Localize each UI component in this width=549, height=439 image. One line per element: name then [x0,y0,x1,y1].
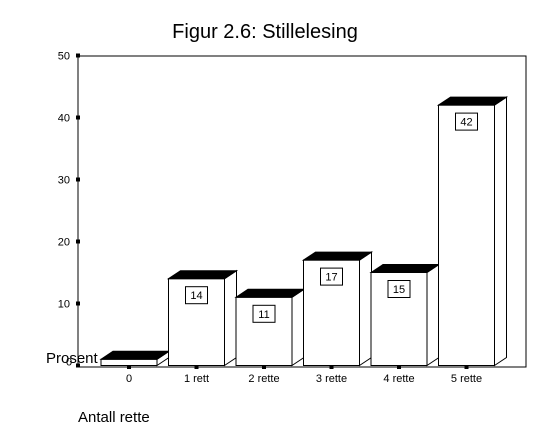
bar [436,96,509,367]
data-label-box [387,280,411,298]
bar [369,263,441,367]
data-label-box [320,267,343,286]
data-label-text: 42 [460,117,472,129]
bar-top [301,251,374,261]
y-tick-mark [76,177,80,182]
data-label: 14 [185,286,208,305]
x-tick-label: 3 rette [316,373,347,385]
bar-side [426,263,440,367]
data-label: 17 [320,267,343,286]
bar-side [224,269,237,367]
y-tick-label: 10 [58,299,70,311]
bar-top [99,350,171,360]
x-axis: 0 1 rett 2 rette 3 rette 4 rette 5 rette [126,365,482,385]
data-label-box [252,304,276,323]
y-tick-label: 50 [58,51,70,63]
y-tick-mark [76,363,80,368]
x-tick-label: 0 [126,373,132,385]
bar-side [359,251,372,367]
data-label-text: 17 [325,272,337,284]
data-label-text: 15 [393,284,405,296]
data-label-box [455,112,478,131]
bar-top [436,96,509,106]
y-tick-label: 20 [58,237,70,249]
x-tick-label: 2 rette [248,373,279,385]
y-tick-label: 40 [58,113,70,125]
x-tick-mark [194,365,199,369]
data-label: 42 [455,112,478,131]
bar-top [166,270,239,280]
bar-top [369,264,441,273]
data-label-text: 11 [258,309,269,321]
y-tick-label: 30 [58,175,70,187]
data-label-text: 14 [190,290,202,302]
y-tick-label: 0 [66,357,72,369]
x-tick-mark [464,365,469,369]
y-tick-mark [76,53,80,58]
bar-front [100,358,158,366]
bar [99,350,171,367]
bar-top [234,288,306,298]
bar [234,288,306,367]
bars: 14 11 17 15 42 [99,96,509,367]
x-tick-label: 5 rette [451,373,482,385]
x-tick-mark [262,365,266,369]
y-tick-mark [76,115,80,120]
bar [166,269,239,367]
bar-side [291,288,305,367]
y-axis-label: Prosent [46,350,99,367]
y-tick-mark [76,301,80,306]
y-tick-mark [76,239,80,244]
data-label: 11 [252,304,276,323]
bar-front [438,104,495,366]
x-tick-label: 1 rett [184,373,209,385]
x-tick-mark [397,365,401,369]
chart-title: Figur 2.6: Stillelesing [172,21,358,43]
bar [301,251,374,367]
x-axis-label: Antall rette [78,409,150,426]
data-label-box [185,286,208,305]
x-tick-mark [329,365,334,369]
data-label: 15 [387,280,411,298]
plot-frame [77,55,527,368]
y-axis: 0 10 20 30 40 50 [58,51,80,369]
x-tick-mark [127,365,131,369]
bar-side [494,96,507,367]
x-tick-label: 4 rette [383,373,414,385]
